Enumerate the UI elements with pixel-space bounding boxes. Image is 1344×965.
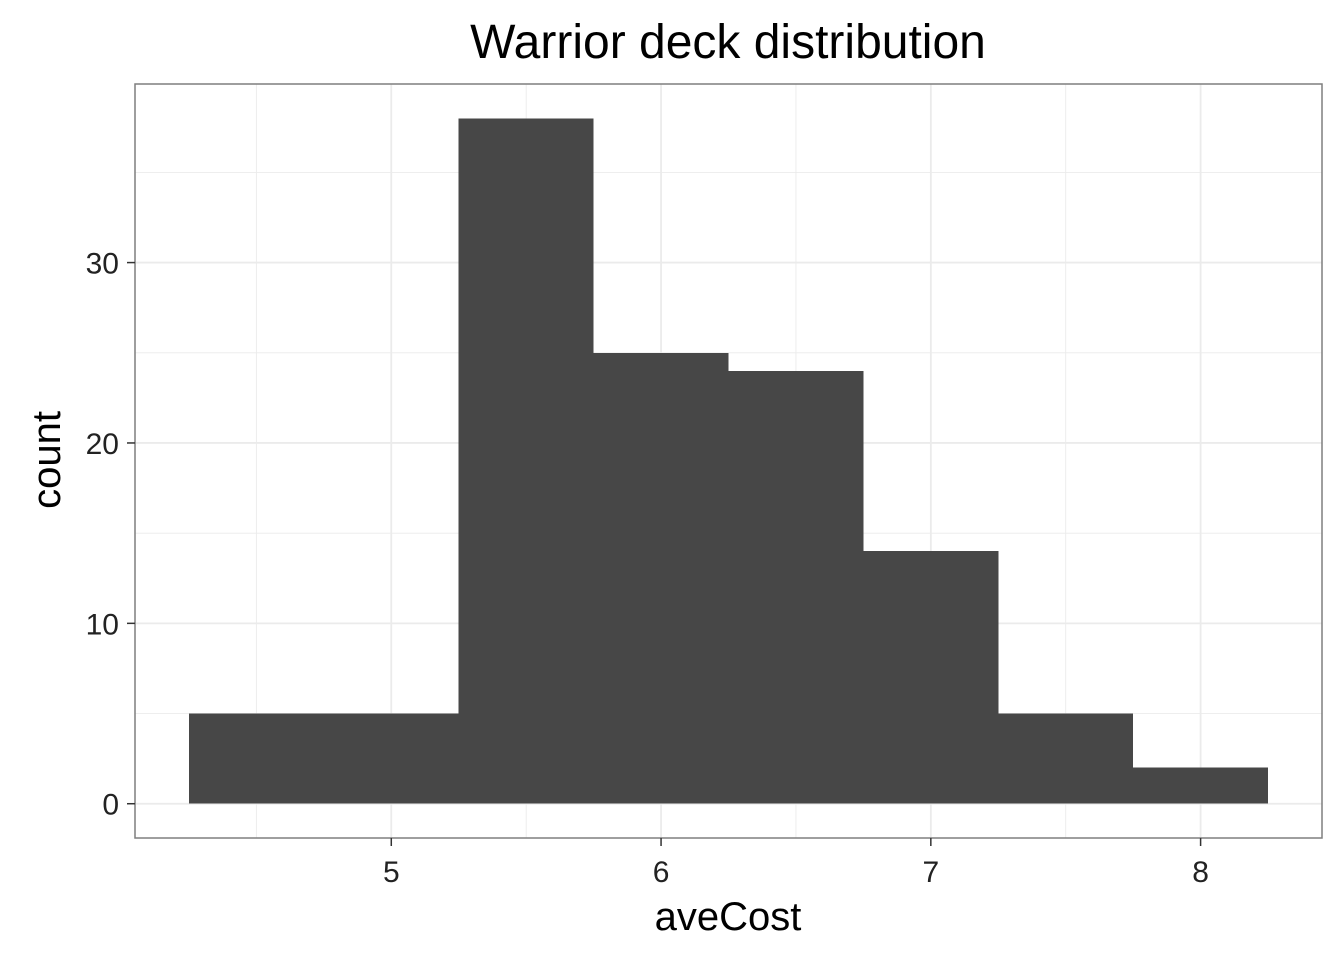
histogram-bar [188,713,324,804]
histogram-bars [188,118,1269,804]
histogram-bar [458,118,594,804]
x-axis-title: aveCost [655,895,802,939]
histogram-bar [323,713,459,804]
y-tick-label: 0 [102,789,119,822]
y-axis-title: count [25,411,69,509]
x-tick-label: 8 [1192,856,1209,889]
y-tick-label: 30 [86,248,119,281]
x-tick-label: 7 [922,856,939,889]
x-axis: 5 6 7 8 [383,838,1209,889]
histogram-bar [863,551,999,804]
y-tick-label: 20 [86,428,119,461]
histogram-bar [1133,767,1269,804]
x-tick-label: 5 [383,856,400,889]
histogram-bar [593,352,729,804]
x-tick-label: 6 [653,856,670,889]
y-tick-label: 10 [86,608,119,641]
histogram-bar [998,713,1134,804]
histogram-bar [728,370,864,804]
y-axis: 0 10 20 30 [86,248,135,822]
chart-title: Warrior deck distribution [470,16,986,69]
panel-border [134,83,1323,839]
